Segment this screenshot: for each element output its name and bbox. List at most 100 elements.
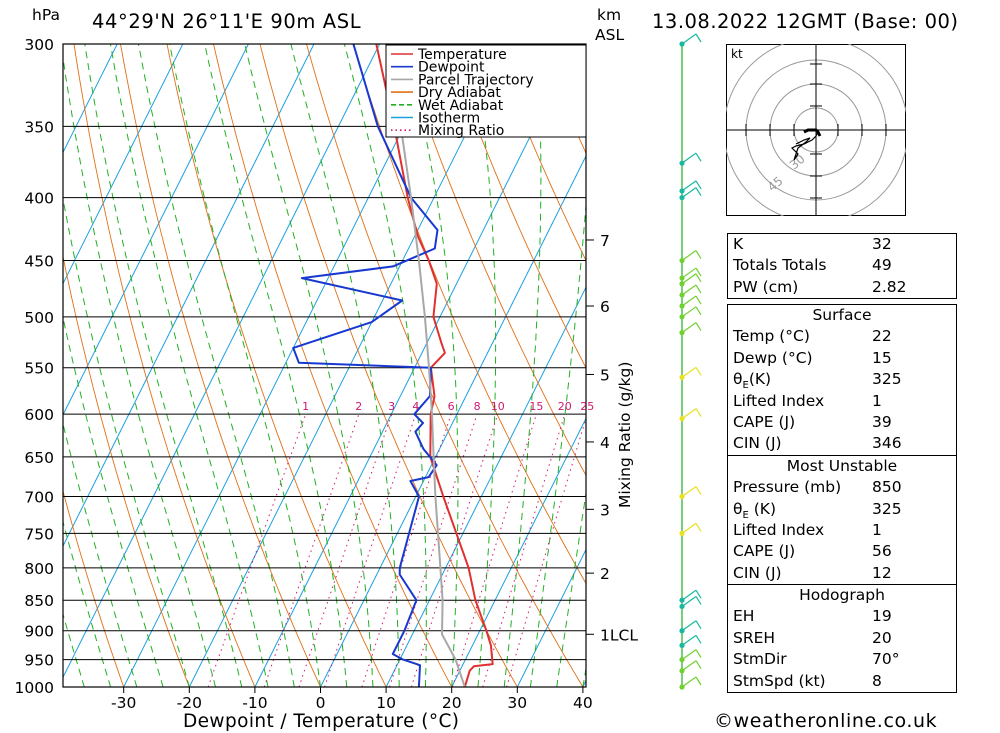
wind-barb-flag [695, 295, 702, 305]
wind-barb [681, 273, 697, 285]
mixing-ratio-label: 1 [302, 400, 309, 413]
mu-cin-row: CIN (J) 12 [733, 563, 892, 582]
hodograph: kt 30 45 [726, 44, 906, 216]
legend-label: Wet Adiabat [418, 98, 504, 114]
wind-barb-flag [695, 180, 702, 190]
legend-label: Mixing Ratio [418, 123, 504, 139]
wind-barb-column [679, 33, 702, 690]
dry-adiabat-line [445, 44, 586, 369]
mixing-ratio-label: 6 [448, 400, 455, 413]
stmdir-row: StmDir 70° [733, 650, 900, 669]
isotherm-line [123, 44, 446, 687]
wet-adiabat-line [470, 44, 497, 687]
x-axis-title: Dewpoint / Temperature (°C) [183, 711, 459, 732]
isotherm-line [63, 44, 381, 679]
surface-cape-row: CAPE (J) 39 [733, 412, 892, 431]
pressure-grid [63, 43, 586, 688]
wind-barb [681, 649, 697, 661]
wind-barb [681, 295, 697, 307]
wind-barb [681, 306, 697, 318]
copyright-icon: © [714, 710, 734, 732]
wind-barb [681, 522, 697, 534]
pressure-tick-label: 850 [24, 592, 54, 610]
wet-adiabat-line [63, 196, 190, 687]
height-tick-label: 1LCL [600, 626, 638, 644]
mixing-ratio-line [324, 414, 417, 687]
wind-barb-flag [695, 523, 702, 532]
wet-adiabat-line [110, 44, 269, 687]
wind-barb-flag [695, 273, 702, 283]
y2-axis-title: Mixing Ratio (g/kg) [616, 362, 634, 508]
pressure-tick-label: 350 [24, 118, 54, 136]
legend-label: Dry Adiabat [418, 85, 501, 101]
height-unit-asl: ASL [595, 26, 624, 42]
wind-barb [681, 676, 697, 688]
mu-pressure-row: Pressure (mb) 850 [733, 478, 902, 497]
surface-cin-row: CIN (J) 346 [733, 434, 902, 453]
temperature-tick-label: 30 [507, 694, 527, 712]
wind-barb [681, 284, 697, 296]
wind-barb [681, 180, 697, 192]
wind-barb-flag [695, 676, 702, 686]
wind-barb-flag [695, 284, 702, 294]
pressure-tick-label: 750 [24, 525, 54, 543]
hodograph-unit: kt [731, 47, 743, 61]
wet-adiabat-line [556, 489, 586, 687]
wind-barb-flag [695, 367, 702, 376]
wind-barb [681, 187, 697, 199]
isotherm-line [63, 44, 184, 285]
wind-barb-flag [695, 408, 702, 417]
parameters-table: Surface Temp (°C) 22 Dewp (°C) 15 θE(K) 325… [727, 304, 957, 694]
wind-barb [681, 595, 697, 607]
datetime-title: 13.08.2022 12GMT (Base: 00) [652, 10, 959, 33]
mixing-ratio-line [410, 414, 499, 687]
wind-barb [681, 267, 697, 279]
wind-barb-flag [695, 250, 702, 259]
mu-theta-row: θE (K) 325 [733, 499, 902, 521]
pressure-tick-label: 450 [24, 253, 54, 271]
pressure-tick-label: 300 [24, 36, 54, 54]
surface-temp-row: Temp (°C) 22 [733, 327, 892, 346]
dry-adiabat-lines [63, 44, 586, 687]
header: hPa 44°29'N 26°11'E 90m ASL km ASL 13.08… [32, 6, 959, 42]
temperature-tick-label: 20 [442, 694, 462, 712]
legend-label: Temperature [417, 47, 507, 63]
indices-table: K 32 Totals Totals 49 PW (cm) 2.82 [727, 233, 957, 300]
mixing-ratio-label: 4 [412, 400, 419, 413]
eh-row: EH 19 [733, 607, 892, 626]
wind-barb-flag [695, 660, 702, 670]
wind-barb [681, 620, 697, 632]
hodograph-trace [803, 128, 822, 137]
mixing-ratio-label: 10 [491, 400, 505, 413]
pressure-tick-label: 1000 [15, 679, 54, 697]
wet-adiabat-line [63, 54, 216, 687]
wind-barb [681, 660, 697, 672]
wet-adiabat-lines [63, 44, 586, 687]
legend-label: Parcel Trajectory [418, 72, 534, 88]
wind-barb [681, 250, 697, 262]
wet-adiabat-line [529, 198, 586, 687]
legend-label: Dewpoint [418, 60, 485, 76]
wind-barb-flag [695, 649, 702, 658]
wind-barb-flag [695, 620, 702, 630]
parcel-trajectory-line [385, 44, 466, 687]
surface-li-row: Lifted Index 1 [733, 391, 882, 410]
site-link[interactable]: weatheronline.co.uk [733, 710, 938, 732]
pressure-unit-label: hPa [32, 6, 60, 24]
legend-box [385, 44, 587, 138]
wet-adiabat-line [204, 44, 348, 687]
sreh-row: SREH 20 [733, 628, 892, 647]
pressure-tick-label: 700 [24, 489, 54, 507]
mixing-ratio-line [207, 414, 307, 687]
dry-adiabat-line [63, 489, 125, 687]
stmspd-row: StmSpd (kt) 8 [733, 671, 882, 690]
height-tick-label: 4 [600, 434, 610, 452]
most-unstable-title: Most Unstable [728, 454, 956, 477]
mixing-ratio-line [298, 414, 393, 687]
temperature-tick-label: 0 [316, 694, 326, 712]
height-unit-km: km [597, 6, 621, 24]
wind-barb [681, 634, 697, 646]
footer-copyright[interactable]: ©weatheronline.co.uk [714, 710, 937, 732]
mixing-ratio-line [263, 414, 360, 687]
